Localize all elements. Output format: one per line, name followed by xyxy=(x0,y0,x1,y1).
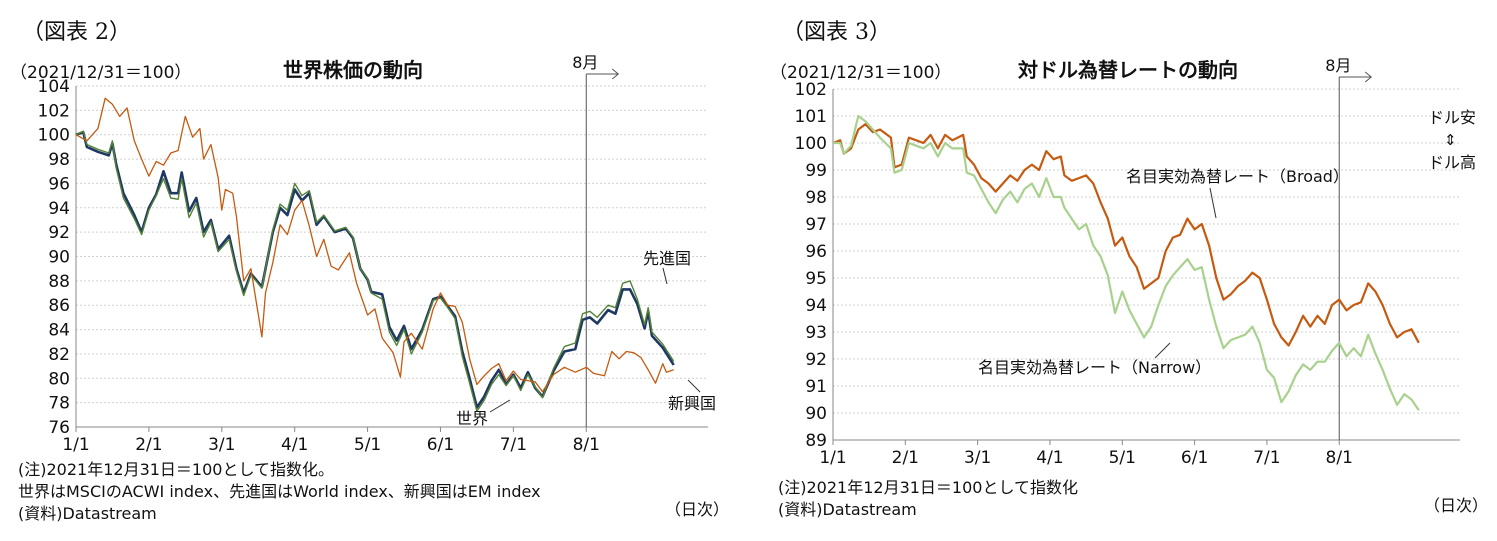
y-tick-label: 94 xyxy=(48,199,70,219)
up-down-arrow-icon: ⇕ xyxy=(1444,131,1457,149)
y-tick-label: 102 xyxy=(38,101,70,121)
figure-label: （図表 3） xyxy=(782,20,891,45)
y-tick-label: 95 xyxy=(805,269,827,289)
y-tick-label: 100 xyxy=(38,126,70,146)
x-tick-label: 6/1 xyxy=(427,435,454,455)
note-line-2: 世界はMSCIのACWI index、先進国はWorld index、新興国はE… xyxy=(18,482,541,501)
series-label-narrow: 名目実効為替レート（Narrow） xyxy=(978,358,1211,377)
series-line-developed xyxy=(75,130,675,412)
y-tick-label: 96 xyxy=(805,242,827,262)
callout-leader xyxy=(1209,187,1217,219)
y-tick-label: 101 xyxy=(795,107,827,127)
y-tick-label: 90 xyxy=(805,404,827,424)
unit-label: （日次） xyxy=(665,500,730,519)
y-tick-label: 94 xyxy=(805,296,827,316)
x-tick-label: 7/1 xyxy=(1253,448,1280,468)
panel-world-stocks: （図表 2） （2021/12/31＝100） 世界株価の動向 76 78 80 82… xyxy=(0,0,745,541)
y-tick-label: 104 xyxy=(38,77,70,97)
fx-rate-chart: 89 90 91 92 93 94 95 96 97 98 99 100 101 102 1/1 2/1 3/1… xyxy=(795,56,1476,468)
x-tick-label: 4/1 xyxy=(1036,448,1063,468)
series-line-world xyxy=(75,131,675,409)
x-tick-label: 5/1 xyxy=(354,435,381,455)
x-tick-label: 7/1 xyxy=(500,435,527,455)
x-tick-label: 2/1 xyxy=(892,448,919,468)
y-tick-label: 84 xyxy=(48,321,70,341)
callout-leader xyxy=(662,267,668,285)
figure-label: （図表 2） xyxy=(22,20,131,45)
unit-label: （日次） xyxy=(1424,496,1489,515)
x-tick-label: 3/1 xyxy=(208,435,235,455)
series-line-narrow xyxy=(833,114,1420,411)
series-label-broad: 名目実効為替レート（Broad） xyxy=(1126,167,1349,186)
series-line-broad xyxy=(832,123,1420,347)
source-note: (資料)Datastream xyxy=(18,504,157,523)
y-tick-label: 98 xyxy=(805,188,827,208)
y-tick-label: 102 xyxy=(795,80,827,100)
source-note: (資料)Datastream xyxy=(778,500,917,519)
y-tick-label: 92 xyxy=(48,223,70,243)
x-tick-label: 5/1 xyxy=(1109,448,1136,468)
y-tick-label: 97 xyxy=(805,215,827,235)
base-label: （2021/12/31＝100） xyxy=(10,63,192,83)
dollar-weak-label: ドル安 xyxy=(1428,108,1476,127)
panel-fx-rates: （図表 3） （2021/12/31＝100） 対ドル為替レートの動向 89 90… xyxy=(760,0,1497,541)
y-tick-label: 90 xyxy=(48,248,70,268)
y-tick-label: 78 xyxy=(48,394,70,414)
dollar-strong-label: ドル高 xyxy=(1428,153,1476,172)
series-label-emerging: 新興国 xyxy=(668,394,716,413)
callout-leader xyxy=(1154,342,1171,359)
y-tick-label: 92 xyxy=(805,350,827,370)
month-marker-arrow xyxy=(1339,71,1373,83)
x-tick-label: 6/1 xyxy=(1181,448,1208,468)
month-marker-label: 8月 xyxy=(1325,56,1351,75)
chart-title: 世界株価の動向 xyxy=(283,58,423,82)
y-tick-label: 89 xyxy=(805,431,827,451)
y-tick-label: 93 xyxy=(805,323,827,343)
y-tick-label: 98 xyxy=(48,150,70,170)
y-tick-label: 86 xyxy=(48,296,70,316)
y-tick-label: 80 xyxy=(48,369,70,389)
x-tick-label: 8/1 xyxy=(1326,448,1353,468)
x-tick-label: 8/1 xyxy=(573,435,600,455)
callout-leader xyxy=(489,399,511,413)
series-label-developed: 先進国 xyxy=(643,249,691,268)
series-label-world: 世界 xyxy=(456,409,488,428)
base-label: （2021/12/31＝100） xyxy=(770,63,952,83)
world-stock-chart: 76 78 80 82 84 86 88 90 92 94 96 98 100 102 104 1/1 2/1 3… xyxy=(38,53,716,455)
x-tick-label: 3/1 xyxy=(964,448,991,468)
month-marker-label: 8月 xyxy=(572,53,598,72)
chart-title: 対ドル為替レートの動向 xyxy=(1018,58,1238,82)
callout-leader xyxy=(687,379,701,393)
x-tick-label: 1/1 xyxy=(819,448,846,468)
month-marker-arrow xyxy=(586,68,620,80)
series-line-emerging xyxy=(75,97,674,393)
y-tick-label: 96 xyxy=(48,174,70,194)
y-tick-label: 82 xyxy=(48,345,70,365)
y-tick-label: 91 xyxy=(805,377,827,397)
note-line-1: (注)2021年12月31日＝100として指数化 xyxy=(778,478,1078,497)
y-tick-label: 88 xyxy=(48,272,70,292)
y-tick-label: 99 xyxy=(805,161,827,181)
x-tick-label: 2/1 xyxy=(135,435,162,455)
note-line-1: (注)2021年12月31日＝100として指数化。 xyxy=(18,460,334,479)
y-tick-label: 100 xyxy=(795,134,827,154)
x-tick-label: 4/1 xyxy=(281,435,308,455)
y-tick-label: 76 xyxy=(48,418,70,438)
x-tick-label: 1/1 xyxy=(62,435,89,455)
